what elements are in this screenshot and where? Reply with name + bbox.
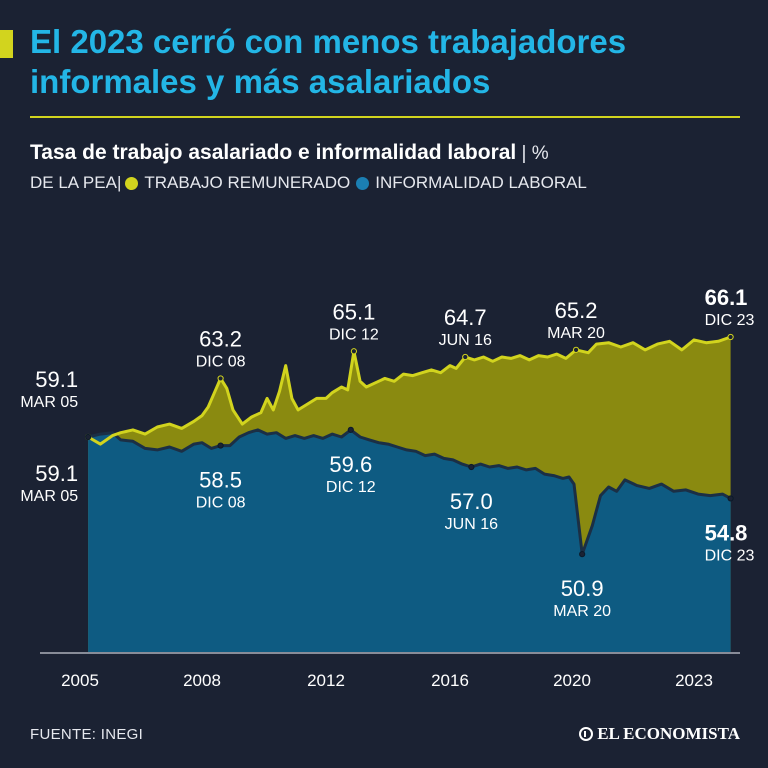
data-label-value: 65.1 [332, 299, 375, 324]
data-point-marker [727, 495, 734, 502]
data-label-date: DIC 08 [196, 353, 246, 370]
x-tick-label: 2012 [307, 671, 345, 690]
data-label-value: 58.5 [199, 468, 242, 493]
brand-logo: EL ECONOMISTA [579, 724, 740, 744]
x-tick-label: 2016 [431, 671, 469, 690]
legend-separator: | [116, 173, 122, 192]
data-point-marker [572, 346, 580, 353]
data-label-value: 66.1 [705, 285, 748, 310]
salaried-line [87, 335, 732, 446]
data-point-marker [347, 426, 354, 433]
data-label-date: DIC 08 [196, 495, 246, 512]
legend-dot-icon [356, 176, 370, 190]
chart-subtitle: Tasa de trabajo asalariado e informalida… [30, 140, 750, 167]
brand-icon [579, 727, 594, 741]
informal-line [87, 428, 732, 556]
informal-area [88, 429, 731, 652]
data-label-value: 63.2 [199, 326, 242, 351]
x-tick-label: 2008 [183, 671, 221, 690]
data-label-date: MAR 20 [547, 325, 605, 342]
data-point-marker [468, 463, 475, 471]
unit-label: DE LA PEA [30, 173, 117, 192]
subtitle-unit: | % [516, 143, 549, 164]
x-tick-label: 2020 [553, 671, 591, 690]
legend-item-informal: INFORMALIDAD LABORAL [350, 172, 587, 194]
legend-dot-icon [125, 176, 139, 190]
data-label-value: 54.8 [705, 520, 748, 545]
subtitle-text: Tasa de trabajo asalariado e informalida… [30, 141, 517, 164]
data-label-date: MAR 20 [553, 603, 611, 620]
x-tick-label: 2023 [675, 671, 713, 690]
data-label-date: MAR 05 [20, 394, 78, 411]
data-label-date: JUN 16 [445, 516, 498, 533]
data-label-value: 64.7 [444, 305, 487, 330]
data-label-value: 59.1 [35, 461, 78, 486]
legend-label-salaried: TRABAJO REMUNERADO [144, 173, 351, 192]
data-label-date: DIC 12 [329, 326, 379, 343]
data-label-date: DIC 12 [326, 479, 376, 496]
data-label-date: DIC 23 [705, 312, 755, 329]
data-label-value: 59.1 [35, 367, 78, 392]
data-label-value: 65.2 [555, 298, 598, 323]
data-label-value: 59.6 [329, 452, 372, 477]
data-point-marker [217, 442, 224, 449]
title-divider [30, 116, 740, 118]
data-label-date: MAR 05 [20, 488, 78, 505]
data-point-marker [727, 333, 734, 341]
source-note: FUENTE: INEGI [30, 726, 144, 743]
legend-item-salaried: TRABAJO REMUNERADO [121, 172, 350, 194]
data-label-value: 50.9 [561, 576, 604, 601]
data-label-date: DIC 23 [705, 547, 755, 564]
page-title: El 2023 cerró con menos trabajadores inf… [30, 23, 627, 100]
legend-label-informal: INFORMALIDAD LABORAL [375, 173, 587, 192]
data-point-marker [217, 375, 224, 382]
data-point-marker [579, 551, 586, 558]
data-label-value: 57.0 [450, 489, 493, 514]
data-point-marker [350, 348, 357, 355]
data-point-marker [462, 353, 469, 361]
legend: DE LA PEA | TRABAJO REMUNERADO INFORMALI… [30, 172, 750, 194]
brand-name: EL ECONOMISTA [597, 724, 740, 743]
x-tick-label: 2005 [61, 671, 99, 690]
data-label-date: JUN 16 [439, 332, 492, 349]
data-point-marker [85, 433, 92, 441]
title-accent-bar [0, 30, 13, 58]
